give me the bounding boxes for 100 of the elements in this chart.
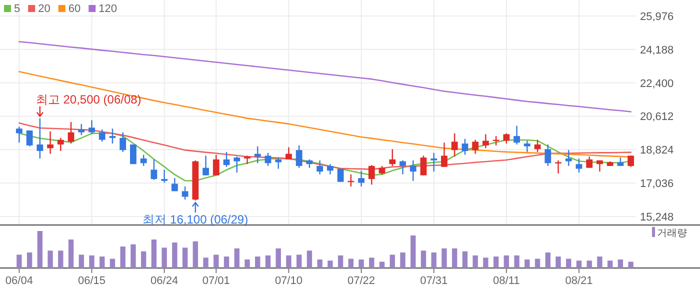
candlestick	[326, 163, 334, 175]
y-tick-label: 20,612	[640, 111, 674, 124]
candlestick	[234, 156, 240, 174]
candlestick	[275, 156, 282, 170]
bar	[390, 254, 395, 268]
bar	[192, 241, 198, 268]
candlestick	[150, 158, 158, 181]
candlestick	[16, 126, 22, 144]
bar	[369, 258, 374, 268]
candlestick	[544, 144, 552, 167]
legend-label: 5	[14, 3, 20, 15]
candlestick	[212, 154, 220, 176]
candlestick	[576, 158, 582, 174]
bar	[328, 260, 333, 268]
candlestick	[316, 160, 324, 175]
candlestick	[296, 144, 302, 168]
candlestick	[441, 142, 448, 168]
bar	[556, 256, 561, 268]
y-tick-label: 15,248	[640, 211, 674, 224]
candlestick	[57, 137, 64, 152]
bar	[431, 252, 436, 268]
x-tick-label: 07/01	[202, 275, 230, 287]
bar	[120, 246, 126, 268]
annotation: 최고 20,500 (06/08)	[36, 92, 142, 106]
x-tick-label: 07/31	[420, 275, 448, 287]
bar	[576, 260, 582, 268]
candlestick	[400, 160, 406, 175]
bar	[37, 231, 43, 268]
bar	[618, 259, 624, 268]
bar	[48, 250, 53, 268]
bar	[78, 254, 84, 268]
legend-label: 60	[68, 3, 81, 15]
bar	[566, 258, 572, 268]
bar	[306, 250, 312, 268]
bar	[514, 255, 520, 268]
bar	[338, 255, 344, 268]
candlestick	[182, 186, 188, 200]
candlestick	[223, 151, 230, 168]
candlestick	[264, 152, 272, 167]
bar	[317, 259, 322, 268]
candlestick	[286, 146, 292, 160]
candlestick	[586, 156, 593, 168]
bar	[140, 251, 146, 268]
y-tick-label: 25,976	[640, 11, 674, 23]
x-tick-label: 07/10	[274, 275, 302, 287]
candlestick	[78, 123, 85, 136]
legend-label: 120	[98, 3, 117, 15]
candlestick	[36, 118, 44, 160]
candlestick	[109, 128, 116, 144]
candlestick	[565, 149, 572, 167]
y-tick-label: 22,400	[640, 78, 674, 90]
candlestick	[462, 138, 468, 156]
candlestick	[514, 125, 520, 146]
y-tick-label: 18,824	[640, 144, 674, 157]
bar	[214, 254, 219, 268]
candlestick	[451, 132, 458, 158]
bar	[410, 235, 416, 268]
bar	[276, 248, 281, 268]
bar	[472, 255, 478, 268]
candlestick	[524, 140, 530, 153]
candlestick	[358, 170, 364, 188]
bar	[628, 262, 634, 268]
candlestick	[482, 134, 489, 149]
candlestick	[68, 121, 74, 144]
bar	[358, 259, 364, 268]
bar	[100, 256, 105, 268]
bar	[130, 244, 136, 268]
bar	[462, 251, 468, 268]
x-tick-label: 08/21	[565, 275, 593, 287]
y-tick-label: 17,036	[640, 178, 674, 190]
bar	[400, 252, 406, 268]
bar	[597, 256, 602, 268]
candlestick	[244, 155, 250, 165]
bar	[493, 256, 499, 268]
legend-label: 거래량	[657, 228, 687, 239]
bar	[255, 256, 260, 268]
bar	[58, 250, 64, 268]
candlestick	[555, 160, 562, 174]
bar	[442, 248, 447, 268]
bar	[244, 259, 250, 268]
bar	[483, 258, 488, 268]
candlestick	[472, 139, 479, 154]
candlestick	[171, 178, 178, 192]
candlestick	[420, 155, 427, 176]
bar	[545, 252, 550, 268]
candlestick	[430, 152, 438, 172]
bar	[68, 240, 74, 268]
bar	[452, 248, 458, 268]
bar	[607, 260, 613, 268]
candlestick	[140, 154, 147, 167]
candlestick	[202, 155, 209, 176]
bar	[234, 248, 240, 268]
x-tick-label: 07/22	[348, 275, 376, 287]
x-tick-label: 06/04	[5, 275, 33, 287]
bar	[586, 260, 592, 268]
candlestick	[254, 146, 261, 164]
bar	[348, 258, 354, 268]
candlestick	[410, 160, 416, 182]
bar	[379, 262, 385, 268]
bar	[172, 242, 178, 268]
